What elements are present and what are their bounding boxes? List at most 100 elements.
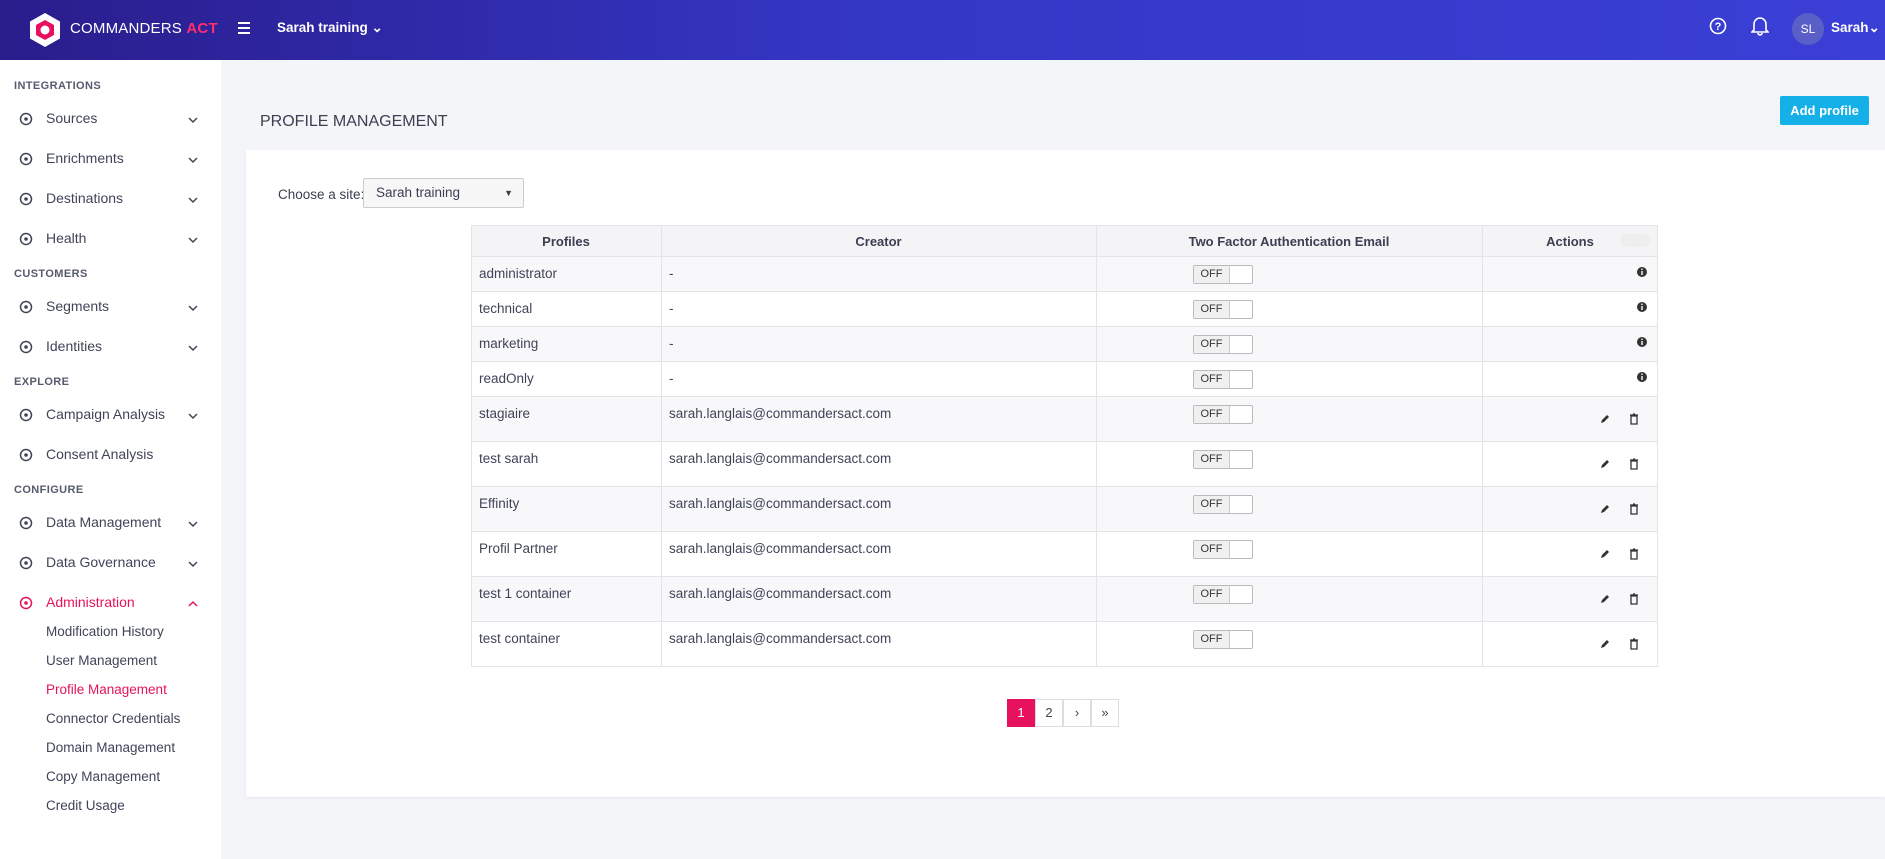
sidebar-subitem[interactable]: Copy Management [46,769,161,784]
select-all-toggle[interactable] [1620,234,1650,247]
creator: - [669,371,674,386]
creator: - [669,266,674,281]
sidebar-item[interactable]: Data Governance [46,554,156,570]
delete-icon[interactable] [1627,502,1641,516]
sidebar-item[interactable]: Sources [46,110,98,126]
info-icon[interactable] [1635,335,1649,349]
sidebar-item-icon [19,112,33,126]
chevron[interactable] [186,153,200,167]
two-factor-toggle[interactable]: OFF [1193,370,1253,389]
user-name: Sarah [1831,20,1869,35]
sidebar-item-icon [19,408,33,422]
sidebar-subitem[interactable]: Domain Management [46,740,176,755]
creator: sarah.langlais@commandersact.com [669,406,892,421]
page-button[interactable]: 2 [1035,699,1063,727]
table-row [471,397,1658,442]
two-factor-toggle[interactable]: OFF [1193,540,1253,559]
sidebar-section: INTEGRATIONS [14,80,102,92]
toggle-label: OFF [1194,336,1230,353]
toggle-label: OFF [1194,406,1230,423]
table-row [471,577,1658,622]
avatar[interactable]: SL [1792,13,1824,45]
brand: COMMANDERS ACT [70,20,218,37]
last-page[interactable]: » [1091,699,1119,727]
two-factor-toggle[interactable]: OFF [1193,495,1253,514]
sidebar-item[interactable]: Identities [46,338,103,354]
delete-icon[interactable] [1627,457,1641,471]
column-divider [661,225,662,667]
sidebar-subitem[interactable]: User Management [46,653,158,668]
creator: sarah.langlais@commandersact.com [669,541,892,556]
delete-icon[interactable] [1627,412,1641,426]
menu-toggle[interactable] [237,21,251,35]
two-factor-toggle[interactable]: OFF [1193,300,1253,319]
info-icon[interactable] [1635,370,1649,384]
sidebar-item[interactable]: Consent Analysis [46,446,154,462]
sidebar-section: CUSTOMERS [14,268,88,280]
chevron[interactable] [186,409,200,423]
add-profile-button[interactable]: Add profile [1780,96,1869,125]
user-menu[interactable]: Sarah⌄ [1831,20,1880,35]
delete-icon[interactable] [1627,547,1641,561]
site-switcher[interactable]: Sarah training ⌄ [277,20,383,35]
table-row [471,442,1658,487]
brand-accent: ACT [186,20,218,37]
sidebar-item[interactable]: Data Management [46,514,162,530]
chevron[interactable] [186,517,200,531]
profile-name: technical [479,301,533,316]
edit-icon[interactable] [1598,502,1612,516]
edit-icon[interactable] [1598,412,1612,426]
delete-icon[interactable] [1627,637,1641,651]
sidebar-item-icon [19,516,33,530]
sidebar-item[interactable]: Health [46,230,87,246]
notifications-icon[interactable] [1751,16,1769,36]
two-factor-toggle[interactable]: OFF [1193,630,1253,649]
table-row [471,622,1658,667]
two-factor-toggle[interactable]: OFF [1193,405,1253,424]
chevron[interactable] [186,233,200,247]
delete-icon[interactable] [1627,592,1641,606]
table-row [471,292,1658,327]
two-factor-toggle[interactable]: OFF [1193,585,1253,604]
toggle-label: OFF [1194,541,1230,558]
sidebar-section: CONFIGURE [14,484,84,496]
profile-name: test sarah [479,451,539,466]
profile-name: Profil Partner [479,541,558,556]
edit-icon[interactable] [1598,547,1612,561]
sidebar-item[interactable]: Enrichments [46,150,124,166]
two-factor-toggle[interactable]: OFF [1193,265,1253,284]
sidebar-item[interactable]: Segments [46,298,110,314]
site-select[interactable]: Sarah training ▼ [363,178,524,208]
two-factor-toggle[interactable]: OFF [1193,335,1253,354]
profile-name: test 1 container [479,586,572,601]
sidebar-subitem[interactable]: Connector Credentials [46,711,181,726]
sidebar-subitem[interactable]: Modification History [46,624,164,639]
info-icon[interactable] [1635,300,1649,314]
toggle-label: OFF [1194,631,1230,648]
sidebar-item[interactable]: Campaign Analysis [46,406,166,422]
edit-icon[interactable] [1598,457,1612,471]
sidebar-subitem[interactable]: Profile Management [46,682,167,697]
chevron[interactable] [186,341,200,355]
edit-icon[interactable] [1598,592,1612,606]
sidebar-subitem[interactable]: Credit Usage [46,798,125,813]
toggle-label: OFF [1194,586,1230,603]
toggle-label: OFF [1194,266,1230,283]
help-icon[interactable]: ? [1709,17,1727,35]
sidebar-item-icon [19,556,33,570]
chevron[interactable] [186,193,200,207]
chevron[interactable] [186,597,200,611]
info-icon[interactable] [1635,265,1649,279]
page-button[interactable]: 1 [1007,699,1035,727]
chevron[interactable] [186,113,200,127]
chevron[interactable] [186,557,200,571]
table-row [471,327,1658,362]
chevron[interactable] [186,301,200,315]
svg-text:?: ? [1715,21,1722,33]
next-page[interactable]: › [1063,699,1091,727]
two-factor-toggle[interactable]: OFF [1193,450,1253,469]
edit-icon[interactable] [1598,637,1612,651]
sidebar-item[interactable]: Administration [46,594,135,610]
sidebar-item[interactable]: Destinations [46,190,124,206]
